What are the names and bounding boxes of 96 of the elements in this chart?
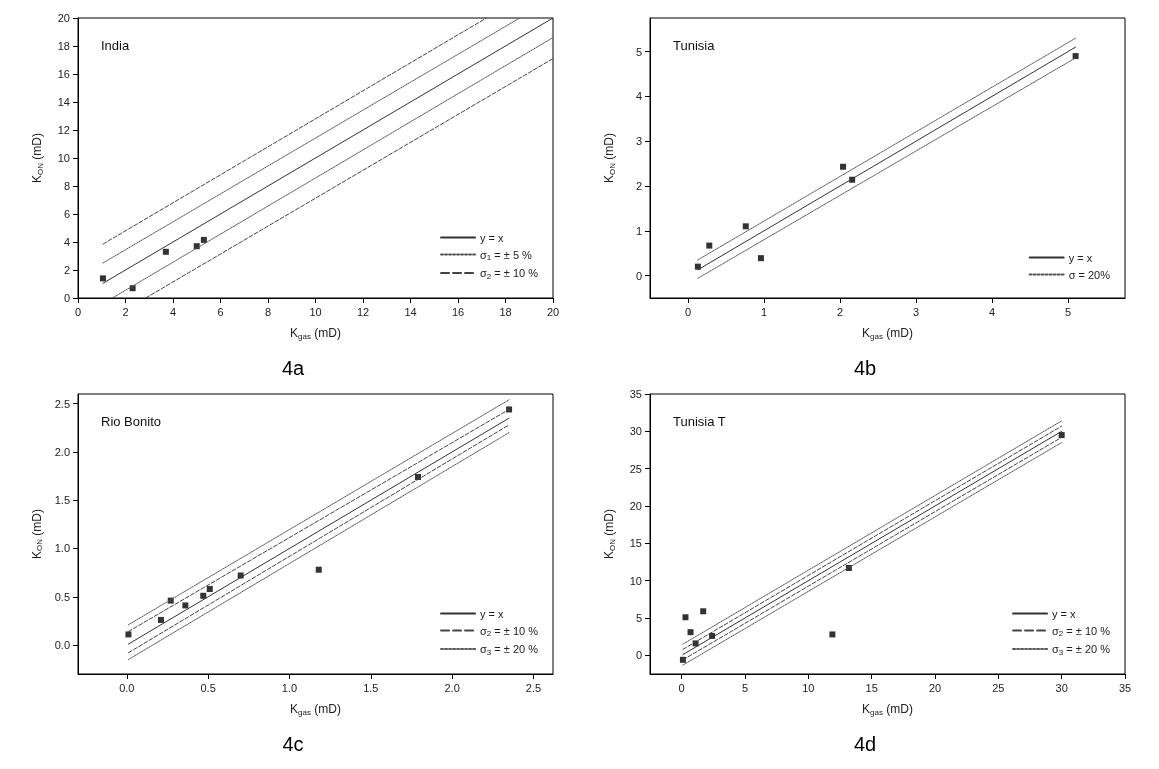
x-tick-label: 18 bbox=[499, 305, 512, 318]
x-tick-label: 16 bbox=[451, 305, 465, 318]
text: 4c bbox=[282, 733, 304, 755]
y-tick-label: 16 bbox=[57, 68, 70, 80]
y-tick-label: 20 bbox=[629, 500, 642, 512]
y-tick-label: 15 bbox=[629, 537, 642, 550]
point bbox=[206, 586, 213, 593]
legend-label: y = x bbox=[480, 607, 505, 620]
y-tick-label: 6 bbox=[63, 208, 70, 220]
point bbox=[157, 616, 164, 623]
text: Tunisia T bbox=[673, 414, 726, 429]
point bbox=[200, 236, 207, 243]
legend-label: y = x bbox=[480, 231, 505, 244]
point bbox=[125, 631, 132, 638]
x-tick-label: 25 bbox=[992, 681, 1005, 694]
x-tick-label: 2 bbox=[836, 305, 844, 318]
y-tick-label: 5 bbox=[635, 612, 642, 624]
x-tick-label: 0 bbox=[684, 305, 692, 318]
point bbox=[840, 163, 847, 170]
point bbox=[682, 614, 689, 621]
x-tick-label: 5 bbox=[741, 681, 749, 694]
y-tick-label: 2.0 bbox=[54, 445, 70, 458]
point bbox=[315, 566, 322, 573]
y-tick-label: 10 bbox=[57, 152, 70, 164]
point bbox=[706, 242, 713, 249]
y-tick-label: 20 bbox=[57, 12, 70, 24]
x-tick-label: 8 bbox=[264, 305, 272, 318]
y-tick-label: 0 bbox=[635, 649, 642, 662]
y-tick-label: 2 bbox=[635, 180, 642, 192]
point bbox=[757, 255, 764, 262]
legend-label: y = x bbox=[1068, 251, 1093, 264]
point bbox=[200, 592, 207, 599]
text: India bbox=[101, 38, 130, 53]
legend-label: σ = 20% bbox=[1068, 268, 1111, 281]
text: Tunisia bbox=[673, 38, 716, 53]
y-tick-label: 1 bbox=[635, 224, 642, 237]
y-tick-label: 0 bbox=[635, 269, 642, 282]
x-tick-label: 2 bbox=[122, 305, 129, 318]
y-tick-label: 4 bbox=[63, 236, 70, 248]
legend-label: y = x bbox=[1052, 607, 1077, 620]
x-tick-label: 2.0 bbox=[444, 681, 460, 694]
y-tick-label: 0.5 bbox=[54, 590, 70, 603]
x-tick-label: 5 bbox=[1064, 305, 1072, 318]
y-axis-title: KON (mD) bbox=[29, 509, 45, 559]
x-tick-label: 15 bbox=[865, 681, 878, 694]
x-tick-label: 12 bbox=[356, 305, 370, 318]
x-tick-label: 4 bbox=[169, 305, 177, 318]
point bbox=[99, 275, 106, 282]
y-tick-label: 14 bbox=[57, 96, 70, 108]
y-tick-label: 35 bbox=[629, 388, 642, 400]
text: 4a bbox=[281, 357, 305, 379]
y-tick-label: 0.0 bbox=[54, 639, 70, 652]
y-tick-label: 30 bbox=[629, 425, 642, 438]
y-tick-label: 5 bbox=[635, 45, 642, 58]
text: 4b bbox=[853, 357, 877, 379]
x-tick-label: 20 bbox=[928, 681, 942, 694]
x-tick-label: 35 bbox=[1118, 681, 1132, 694]
y-tick-label: 18 bbox=[57, 40, 70, 52]
y-tick-label: 1.0 bbox=[54, 542, 70, 555]
y-tick-label: 12 bbox=[57, 124, 70, 136]
x-tick-label: 2.5 bbox=[525, 681, 542, 694]
y-tick-label: 10 bbox=[629, 574, 642, 587]
text: Rio Bonito bbox=[101, 414, 161, 429]
y-tick-label: 3 bbox=[635, 135, 642, 148]
x-tick-label: 1 bbox=[760, 305, 768, 318]
x-tick-label: 0 bbox=[74, 305, 82, 318]
y-axis-title: KON (mD) bbox=[602, 509, 617, 559]
x-tick-label: 14 bbox=[404, 305, 417, 318]
x-tick-label: 10 bbox=[309, 305, 322, 318]
x-tick-label: 20 bbox=[546, 305, 560, 318]
x-tick-label: 0.5 bbox=[200, 681, 216, 694]
x-tick-label: 4 bbox=[988, 305, 996, 318]
point bbox=[182, 602, 189, 609]
x-tick-label: 0.0 bbox=[119, 681, 135, 694]
x-tick-label: 10 bbox=[802, 681, 815, 694]
y-tick-label: 1.5 bbox=[54, 494, 70, 507]
x-tick-label: 0 bbox=[678, 681, 685, 694]
point bbox=[162, 248, 169, 255]
x-tick-label: 3 bbox=[912, 305, 920, 318]
x-tick-label: 30 bbox=[1055, 681, 1068, 694]
x-tick-label: 6 bbox=[217, 305, 224, 318]
x-tick-label: 1.5 bbox=[363, 681, 379, 694]
y-tick-label: 8 bbox=[63, 180, 70, 192]
point bbox=[700, 608, 707, 615]
text: 4d bbox=[853, 733, 877, 755]
point bbox=[829, 631, 836, 638]
y-axis-title: KON (mD) bbox=[602, 133, 617, 183]
y-tick-label: 2 bbox=[63, 264, 70, 276]
x-tick-label: 1.0 bbox=[281, 681, 298, 694]
point bbox=[742, 223, 749, 230]
y-tick-label: 2.5 bbox=[54, 397, 70, 410]
y-tick-label: 4 bbox=[635, 90, 642, 103]
y-tick-label: 25 bbox=[629, 462, 642, 475]
point bbox=[687, 629, 694, 636]
y-tick-label: 0 bbox=[63, 292, 70, 304]
y-axis-title: KON (mD) bbox=[30, 133, 45, 183]
